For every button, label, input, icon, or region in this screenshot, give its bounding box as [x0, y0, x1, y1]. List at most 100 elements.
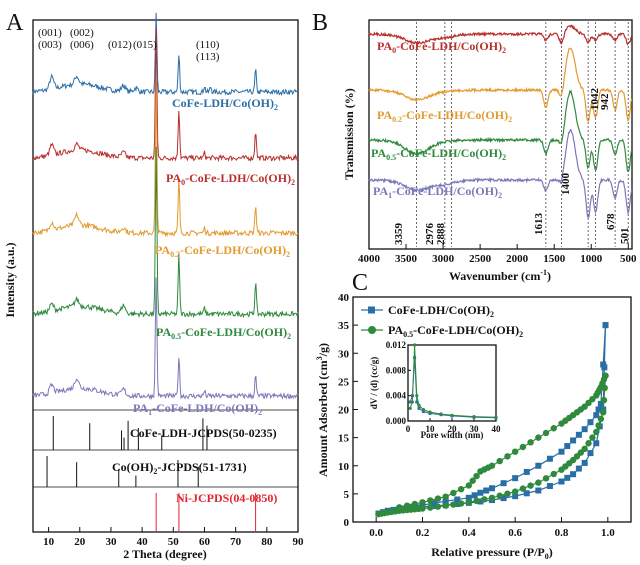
isotherm-marker — [581, 445, 588, 453]
isotherm-marker — [550, 425, 557, 432]
isotherm-marker — [500, 480, 507, 487]
xtick-label: 0.8 — [555, 527, 569, 539]
inset-xtick-label: 0 — [406, 424, 411, 434]
inset-marker — [421, 410, 425, 413]
isotherm-marker — [585, 440, 592, 447]
isotherm-marker — [511, 488, 519, 495]
xtick-label: 40 — [137, 536, 149, 548]
xtick-label: 0.0 — [369, 527, 383, 539]
isotherm-marker — [396, 504, 403, 511]
xtick-label: 30 — [105, 536, 117, 548]
xtick-label: 10 — [43, 536, 55, 548]
panel-a-reference-lines — [46, 416, 257, 532]
inset-marker — [415, 394, 419, 398]
isotherm-marker — [597, 400, 604, 407]
isotherm-marker — [570, 437, 577, 444]
isotherm-marker — [595, 406, 602, 413]
inset-marker — [428, 410, 432, 414]
panel-a-xticks: 10 20 30 40 50 60 70 80 90 — [43, 527, 304, 548]
isotherm-marker — [523, 468, 530, 475]
isotherm-marker — [489, 485, 495, 492]
xrd-curve — [32, 146, 299, 319]
xrd-curve — [32, 27, 299, 163]
isotherm-marker — [457, 485, 465, 493]
xtick-label: 2500 — [469, 253, 492, 265]
xtick-label: 1.0 — [601, 527, 615, 539]
ir-curve — [368, 47, 633, 122]
isotherm-marker — [593, 428, 600, 436]
isotherm-marker — [488, 494, 496, 502]
isotherm-marker — [558, 478, 565, 485]
peak-label: 501 — [619, 228, 631, 245]
ref-label-coohh2: Co(OH)2-JCPDS(51-1731) — [112, 460, 247, 476]
isotherm-marker — [600, 396, 608, 404]
plane-label: (012) — [108, 39, 132, 51]
curve-label-pa02: PA0.2-CoFe-LDH/Co(OH)2 — [155, 243, 290, 259]
isotherm-marker — [558, 420, 565, 427]
inset-marker — [417, 403, 421, 407]
isotherm-marker — [542, 475, 550, 482]
xtick-label: 1500 — [543, 253, 566, 265]
isotherm-marker — [496, 492, 503, 499]
xtick-label: 1000 — [580, 253, 603, 265]
isotherm-marker — [597, 415, 605, 423]
isotherm-marker — [535, 434, 542, 441]
ytick-label: 5 — [344, 489, 350, 501]
ytick-label: 35 — [338, 320, 350, 332]
peak-label: 1400 — [560, 173, 572, 196]
isotherm-marker — [600, 361, 607, 368]
plane-label: (113) — [196, 51, 220, 63]
isotherm-marker — [469, 477, 476, 484]
ir-curve — [368, 24, 633, 46]
isotherm-marker — [523, 490, 530, 497]
ytick-label: 10 — [338, 461, 350, 473]
curve-label-pa1: PA1-CoFe-LDH/Co(OH)2 — [133, 401, 262, 417]
isotherm-marker — [581, 459, 588, 466]
xrd-curve — [32, 277, 299, 401]
curve-label-cofe: CoFe-LDH/Co(OH)2 — [172, 96, 278, 112]
panel-c-curves — [375, 322, 609, 518]
xtick-label: 0.4 — [462, 527, 476, 539]
ir-curve — [368, 128, 633, 219]
ref-label-ni: Ni-JCPDS(04-0850) — [176, 491, 277, 505]
isotherm-marker — [465, 494, 472, 501]
isotherm-marker — [450, 501, 457, 508]
isotherm-marker — [504, 490, 511, 497]
panel-a: A 10 20 30 40 50 60 70 80 90 (001) (003) (002) (… — [3, 10, 304, 561]
isotherm-marker — [564, 474, 571, 481]
plane-label: (003) — [38, 39, 62, 51]
ir-label-pa1: PA1-CoFe-LDH/Co(OH)2 — [373, 184, 502, 200]
isotherm-marker — [465, 482, 473, 489]
ytick-label: 40 — [338, 292, 350, 304]
isotherm-marker — [477, 498, 484, 505]
isotherm-marker — [427, 504, 434, 511]
isotherm-marker — [457, 500, 465, 507]
xtick-label: 50 — [168, 536, 180, 548]
panel-a-label: A — [6, 10, 24, 36]
legend-label-pa05: PA0.5-CoFe-LDH/Co(OH)2 — [388, 323, 523, 339]
panel-c-label: C — [352, 270, 368, 296]
isotherm-marker — [419, 499, 426, 506]
isotherm-marker — [550, 470, 557, 478]
isotherm-marker — [542, 429, 550, 437]
xtick-label: 20 — [74, 536, 86, 548]
xtick-label: 90 — [293, 536, 305, 548]
isotherm-marker — [593, 412, 600, 419]
inset-marker — [450, 413, 454, 417]
xtick-label: 80 — [261, 536, 273, 548]
isotherm-marker — [593, 440, 600, 447]
panel-a-xlabel: 2 Theta (degree) — [123, 547, 207, 561]
isotherm-marker — [419, 505, 426, 512]
ir-label-pa05: PA0.5-CoFe-LDH/Co(OH)2 — [371, 146, 506, 162]
isotherm-marker — [589, 434, 596, 441]
panel-b-xlabel: Wavenumber (cm-1) — [449, 268, 551, 283]
isotherm-marker — [564, 443, 571, 450]
panel-b-curves — [368, 24, 633, 219]
ytick-label: 20 — [338, 405, 350, 417]
plane-label: (015) — [133, 39, 157, 51]
isotherm-marker — [442, 498, 449, 505]
isotherm-marker — [431, 500, 438, 507]
inset-ytick-label: 0.004 — [386, 391, 407, 401]
isotherm-marker — [481, 496, 488, 503]
